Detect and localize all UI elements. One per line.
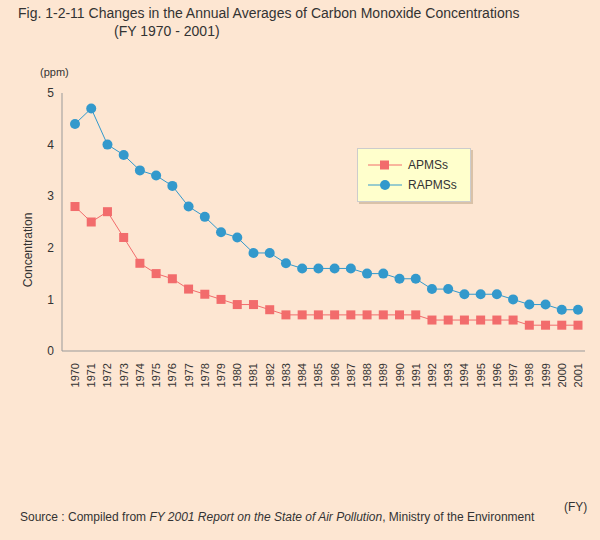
svg-text:1988: 1988 <box>361 363 373 387</box>
svg-text:1995: 1995 <box>475 363 487 387</box>
svg-text:1992: 1992 <box>426 363 438 387</box>
html-text:Source : Compiled from FY 2001: Source : Compiled from FY 2001 Report on… <box>20 510 535 524</box>
html-text:(FY): (FY) <box>564 500 588 514</box>
svg-text:1989: 1989 <box>377 363 389 387</box>
svg-text:5: 5 <box>47 86 54 100</box>
svg-text:3: 3 <box>47 189 54 203</box>
svg-text:1990: 1990 <box>394 363 406 387</box>
svg-text:1999: 1999 <box>540 363 552 387</box>
svg-text:1971: 1971 <box>85 363 97 387</box>
svg-text:1974: 1974 <box>134 363 146 387</box>
svg-text:1980: 1980 <box>231 363 243 387</box>
svg-text:1973: 1973 <box>118 363 130 387</box>
svg-text:1998: 1998 <box>523 363 535 387</box>
svg-text:4: 4 <box>47 138 54 152</box>
svg-text:1977: 1977 <box>183 363 195 387</box>
html-text:Concentration: Concentration <box>21 212 35 288</box>
svg-text:2: 2 <box>47 241 54 255</box>
html-text:(ppm): (ppm) <box>40 66 69 78</box>
html-text:(FY 1970 - 2001): (FY 1970 - 2001) <box>114 23 220 39</box>
svg-text:1972: 1972 <box>101 363 113 387</box>
svg-text:1970: 1970 <box>69 363 81 387</box>
svg-text:1975: 1975 <box>150 363 162 387</box>
svg-text:0: 0 <box>47 344 54 358</box>
svg-text:1987: 1987 <box>345 363 357 387</box>
html-text:RAPMSs: RAPMSs <box>408 178 457 192</box>
svg-text:1982: 1982 <box>264 363 276 387</box>
html-text:APMSs: APMSs <box>408 158 448 172</box>
svg-text:1994: 1994 <box>458 363 470 387</box>
svg-text:1993: 1993 <box>442 363 454 387</box>
svg-text:1978: 1978 <box>199 363 211 387</box>
svg-text:2001: 2001 <box>572 363 584 387</box>
html-text:Fig. 1-2-11 Changes in the Ann: Fig. 1-2-11 Changes in the Annual Averag… <box>18 5 520 21</box>
svg-text:1996: 1996 <box>491 363 503 387</box>
svg-text:1985: 1985 <box>312 363 324 387</box>
svg-text:2000: 2000 <box>556 363 568 387</box>
svg-text:1981: 1981 <box>247 363 259 387</box>
svg-text:1991: 1991 <box>410 363 422 387</box>
svg-text:1: 1 <box>47 293 54 307</box>
svg-text:1986: 1986 <box>329 363 341 387</box>
svg-text:1997: 1997 <box>507 363 519 387</box>
svg-text:1976: 1976 <box>166 363 178 387</box>
svg-text:1979: 1979 <box>215 363 227 387</box>
svg-text:1984: 1984 <box>296 363 308 387</box>
svg-text:1983: 1983 <box>280 363 292 387</box>
